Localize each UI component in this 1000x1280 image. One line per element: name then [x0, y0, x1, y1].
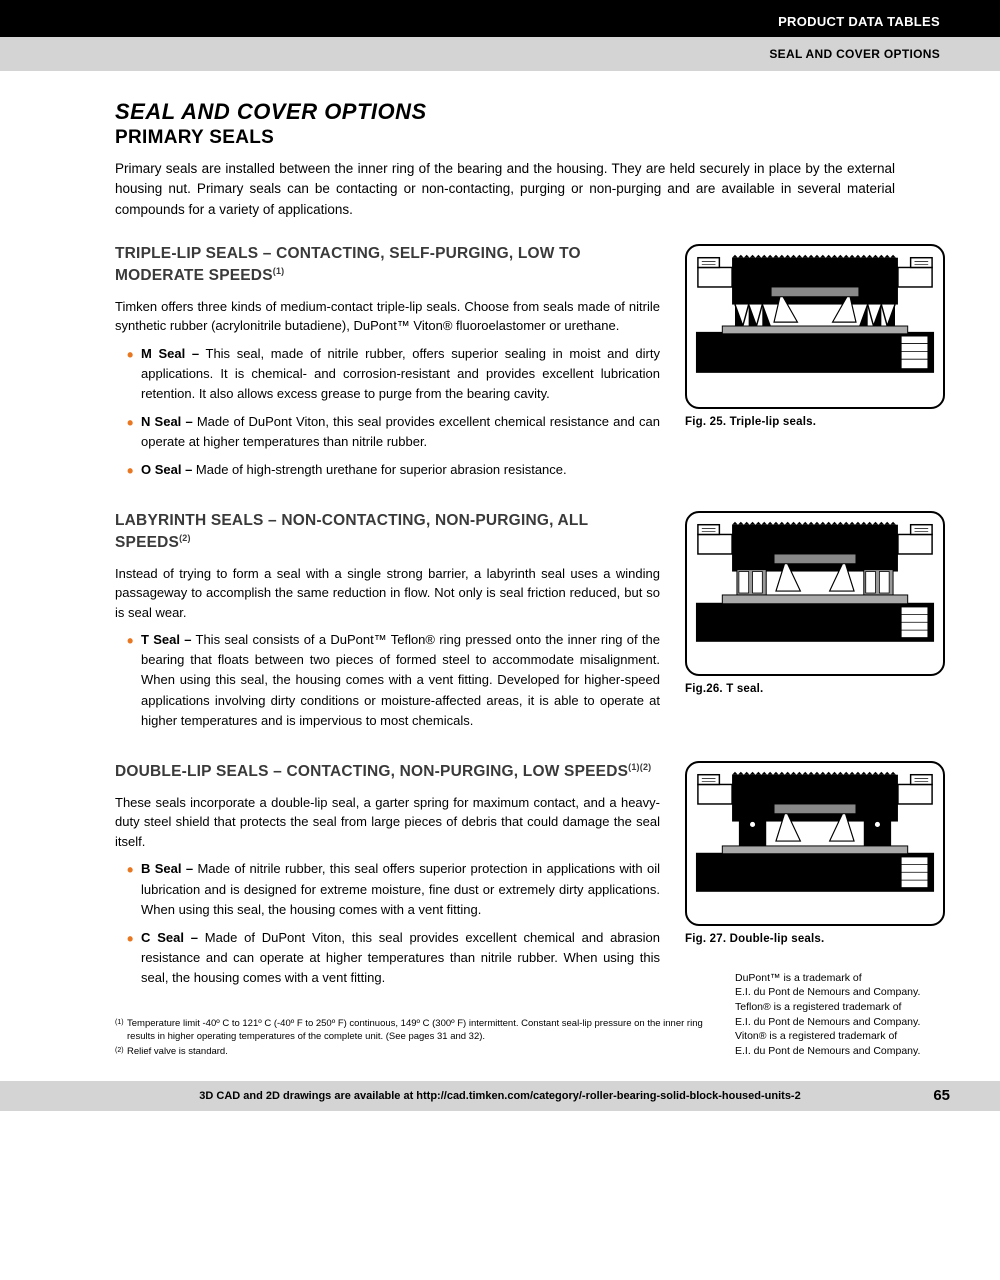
- header-black-bar: PRODUCT DATA TABLES: [0, 0, 1000, 37]
- list-item: T Seal – This seal consists of a DuPont™…: [127, 630, 660, 731]
- footer-bar: 3D CAD and 2D drawings are available at …: [0, 1081, 1000, 1111]
- section-text-col: DOUBLE-LIP SEALS – CONTACTING, NON-PURGI…: [115, 761, 660, 996]
- list-item: N Seal – Made of DuPont Viton, this seal…: [127, 412, 660, 452]
- fn-mark: (1): [115, 1018, 127, 1044]
- sub-section-title: PRIMARY SEALS: [115, 127, 950, 149]
- section-heading: TRIPLE-LIP SEALS – CONTACTING, SELF-PURG…: [115, 244, 660, 287]
- t-seal-diagram: [687, 513, 943, 674]
- figure-col: Fig. 25. Triple-lip seals.: [685, 244, 950, 489]
- list-item: B Seal – Made of nitrile rubber, this se…: [127, 859, 660, 919]
- item-text: Made of high-strength urethane for super…: [192, 462, 566, 477]
- item-name: M Seal –: [141, 346, 199, 361]
- fig-caption: Fig. 27. Double-lip seals.: [685, 933, 950, 945]
- seal-list: T Seal – This seal consists of a DuPont™…: [115, 630, 660, 731]
- list-item: M Seal – This seal, made of nitrile rubb…: [127, 344, 660, 404]
- seal-list: B Seal – Made of nitrile rubber, this se…: [115, 859, 660, 988]
- item-name: N Seal –: [141, 414, 193, 429]
- fig-caption: Fig.26. T seal.: [685, 683, 950, 695]
- section-text-col: LABYRINTH SEALS – NON-CONTACTING, NON-PU…: [115, 511, 660, 739]
- fn-text: Relief valve is standard.: [127, 1046, 228, 1059]
- list-item: O Seal – Made of high-strength urethane …: [127, 460, 660, 480]
- item-name: B Seal –: [141, 861, 193, 876]
- page-content: SEAL AND COVER OPTIONS PRIMARY SEALS Pri…: [0, 71, 1000, 1081]
- footnotes: (1) Temperature limit -40º C to 121º C (…: [115, 1018, 705, 1058]
- page-number: 65: [933, 1087, 950, 1104]
- footnote: (2) Relief valve is standard.: [115, 1046, 705, 1059]
- heading-text: TRIPLE-LIP SEALS – CONTACTING, SELF-PURG…: [115, 245, 581, 284]
- fig-caption: Fig. 25. Triple-lip seals.: [685, 416, 950, 428]
- header-gray-text: SEAL AND COVER OPTIONS: [769, 47, 940, 61]
- figure-box: [685, 761, 945, 926]
- footnote: (1) Temperature limit -40º C to 121º C (…: [115, 1018, 705, 1044]
- main-title: SEAL AND COVER OPTIONS: [115, 99, 950, 125]
- section-body: Timken offers three kinds of medium-cont…: [115, 297, 660, 336]
- heading-sup: (1): [273, 266, 285, 276]
- heading-text: DOUBLE-LIP SEALS – CONTACTING, NON-PURGI…: [115, 763, 628, 780]
- section-heading: LABYRINTH SEALS – NON-CONTACTING, NON-PU…: [115, 511, 660, 554]
- heading-sup: (2): [179, 533, 191, 543]
- section-double-lip: DOUBLE-LIP SEALS – CONTACTING, NON-PURGI…: [115, 761, 950, 996]
- item-text: This seal consists of a DuPont™ Teflon® …: [141, 632, 660, 728]
- header-black-text: PRODUCT DATA TABLES: [778, 14, 940, 29]
- double-lip-diagram: [687, 763, 943, 924]
- figure-box: [685, 511, 945, 676]
- triple-lip-diagram: [687, 246, 943, 407]
- item-text: Made of nitrile rubber, this seal offers…: [141, 861, 660, 916]
- heading-sup: (1)(2): [628, 762, 651, 772]
- item-name: T Seal –: [141, 632, 191, 647]
- seal-list: M Seal – This seal, made of nitrile rubb…: [115, 344, 660, 481]
- trademark-block: DuPont™ is a trademark of E.I. du Pont d…: [735, 971, 950, 1059]
- section-triple-lip: TRIPLE-LIP SEALS – CONTACTING, SELF-PURG…: [115, 244, 950, 489]
- section-body: Instead of trying to form a seal with a …: [115, 564, 660, 623]
- list-item: C Seal – Made of DuPont Viton, this seal…: [127, 928, 660, 988]
- item-name: C Seal –: [141, 930, 198, 945]
- figure-col: Fig.26. T seal.: [685, 511, 950, 739]
- fn-mark: (2): [115, 1046, 127, 1059]
- header-gray-bar: SEAL AND COVER OPTIONS: [0, 37, 1000, 71]
- item-text: This seal, made of nitrile rubber, offer…: [141, 346, 660, 401]
- bottom-row: (1) Temperature limit -40º C to 121º C (…: [115, 1018, 950, 1058]
- heading-text: LABYRINTH SEALS – NON-CONTACTING, NON-PU…: [115, 512, 588, 551]
- section-text-col: TRIPLE-LIP SEALS – CONTACTING, SELF-PURG…: [115, 244, 660, 489]
- section-body: These seals incorporate a double-lip sea…: [115, 793, 660, 852]
- figure-box: [685, 244, 945, 409]
- item-text: Made of DuPont Viton, this seal provides…: [141, 414, 660, 449]
- item-text: Made of DuPont Viton, this seal provides…: [141, 930, 660, 985]
- intro-text: Primary seals are installed between the …: [115, 159, 895, 220]
- section-labyrinth: LABYRINTH SEALS – NON-CONTACTING, NON-PU…: [115, 511, 950, 739]
- section-heading: DOUBLE-LIP SEALS – CONTACTING, NON-PURGI…: [115, 761, 660, 783]
- footer-text: 3D CAD and 2D drawings are available at …: [199, 1090, 800, 1102]
- item-name: O Seal –: [141, 462, 192, 477]
- fn-text: Temperature limit -40º C to 121º C (-40º…: [127, 1018, 705, 1044]
- figure-col: Fig. 27. Double-lip seals.: [685, 761, 950, 996]
